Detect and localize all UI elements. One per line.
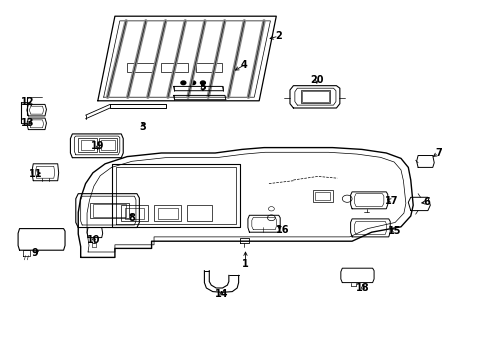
Text: 11: 11 — [28, 168, 42, 179]
Circle shape — [181, 81, 185, 85]
Bar — [99, 138, 117, 152]
Text: 5: 5 — [199, 82, 206, 92]
Circle shape — [190, 81, 195, 85]
Circle shape — [200, 81, 205, 85]
Text: 10: 10 — [87, 235, 101, 246]
Text: 16: 16 — [275, 225, 289, 235]
Bar — [93, 204, 126, 217]
Bar — [312, 190, 332, 202]
Bar — [187, 205, 211, 221]
Bar — [124, 208, 144, 219]
Text: 6: 6 — [422, 197, 429, 207]
Text: 18: 18 — [355, 283, 369, 293]
Text: 8: 8 — [128, 213, 135, 223]
Bar — [90, 203, 128, 218]
Text: 7: 7 — [434, 148, 441, 158]
Bar — [300, 90, 329, 103]
Bar — [158, 208, 177, 219]
Text: 14: 14 — [214, 289, 228, 300]
Text: 19: 19 — [91, 141, 104, 151]
Text: 15: 15 — [387, 226, 401, 236]
Text: 20: 20 — [309, 75, 323, 85]
Text: 17: 17 — [384, 195, 397, 206]
Bar — [127, 63, 154, 72]
Text: 1: 1 — [242, 258, 248, 269]
Bar — [101, 140, 115, 150]
Bar — [302, 91, 328, 102]
Bar — [121, 205, 147, 221]
Text: 4: 4 — [241, 60, 247, 70]
Text: 3: 3 — [139, 122, 146, 132]
Text: 13: 13 — [21, 118, 35, 128]
Bar — [78, 138, 97, 152]
Bar — [315, 192, 329, 200]
Bar — [161, 63, 188, 72]
Text: 12: 12 — [21, 96, 35, 107]
Bar — [81, 140, 94, 150]
Bar — [154, 205, 181, 221]
Text: 2: 2 — [275, 31, 282, 41]
Text: 9: 9 — [32, 248, 39, 258]
Bar — [195, 63, 222, 72]
